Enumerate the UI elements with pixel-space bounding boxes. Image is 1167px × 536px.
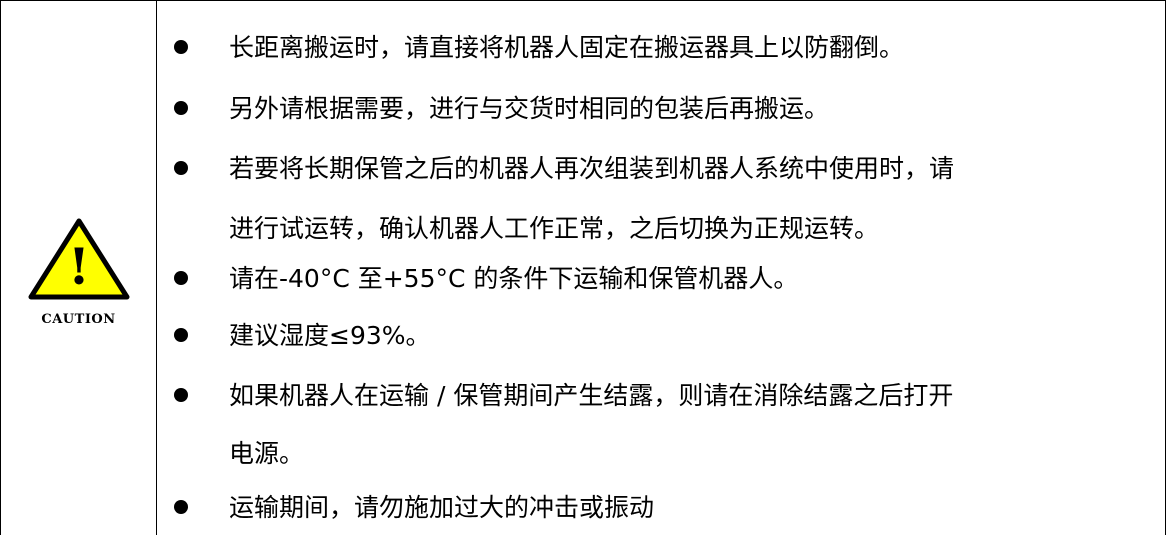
note-3-line-1: 若要将长期保管之后的机器人再次组装到机器人系统中使用时，请: [229, 154, 955, 183]
note-6-line-2: 电源。: [229, 439, 305, 468]
note-5-line-1: 建议湿度≤93%。: [229, 321, 431, 350]
caution-icon-cell: ! CAUTION: [1, 1, 157, 535]
note-7-line-1: 运输期间，请勿施加过大的冲击或振动: [229, 493, 655, 522]
note-2-line-1: 另外请根据需要，进行与交货时相同的包装后再搬运。: [229, 94, 830, 123]
bullet-icon: [174, 500, 188, 514]
bullet-icon: [174, 161, 188, 175]
exclamation-mark: !: [68, 237, 90, 296]
note-1-line-1: 长距离搬运时，请直接将机器人固定在搬运器具上以防翻倒。: [229, 33, 905, 62]
bullet-icon: [174, 328, 188, 342]
bullet-icon: [174, 271, 188, 285]
note-6-line-1: 如果机器人在运输 / 保管期间产生结露，则请在消除结露之后打开: [229, 381, 954, 410]
bullet-icon: [174, 40, 188, 54]
bullet-icon: [174, 101, 188, 115]
bullet-icon: [174, 388, 188, 402]
caution-label: CAUTION: [41, 312, 116, 327]
warning-triangle-icon: !: [28, 218, 130, 300]
note-4-line-1: 请在-40°C 至+55°C 的条件下运输和保管机器人。: [229, 264, 799, 293]
note-3-line-2: 进行试运转，确认机器人工作正常，之后切换为正规运转。: [229, 214, 880, 243]
